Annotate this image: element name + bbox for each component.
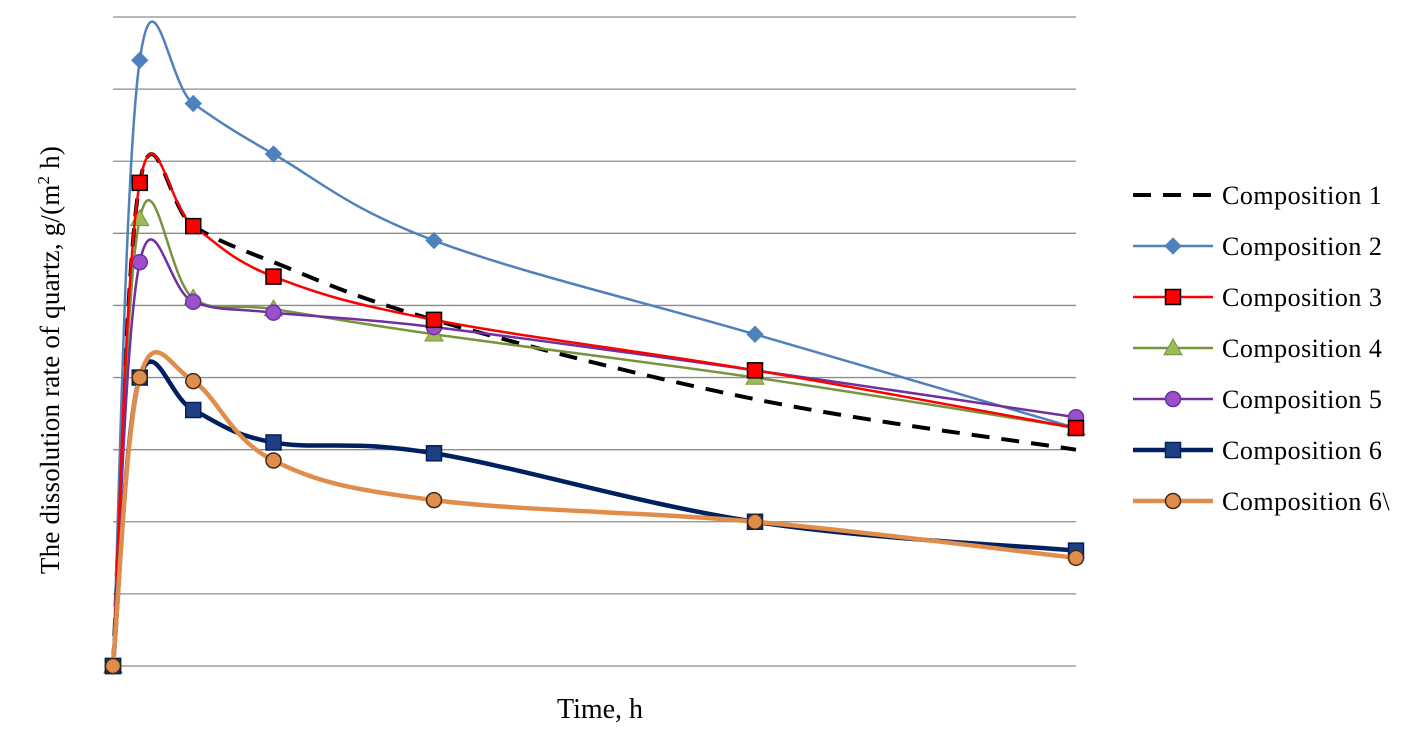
legend-label: Composition 6\ [1222, 487, 1390, 516]
data-point [1164, 288, 1182, 306]
data-point [1164, 237, 1182, 255]
data-point [265, 304, 282, 321]
data-point [185, 401, 202, 419]
series-line [111, 152, 1077, 667]
legend-item: Composition 6\ [1133, 487, 1390, 516]
data-point [131, 253, 148, 271]
data-point [1164, 441, 1182, 459]
series-line [110, 350, 1077, 667]
series-layer [103, 20, 1086, 675]
data-point [185, 293, 202, 311]
series-1 [111, 152, 1077, 667]
legend: Composition 1 Composition 2 Composition 3 C… [1133, 181, 1390, 516]
data-point [425, 311, 443, 329]
data-point [185, 217, 202, 235]
data-point [264, 145, 283, 163]
legend-label: Composition 3 [1222, 283, 1382, 312]
legend-label: Composition 1 [1222, 181, 1382, 210]
legend-label: Composition 5 [1222, 385, 1382, 414]
y-axis-label: The dissolution rate of quartz, g/(m2 h) [34, 145, 65, 575]
legend-item: Composition 3 [1133, 283, 1382, 312]
data-point [185, 372, 202, 390]
data-point [425, 491, 443, 509]
series-6 [104, 359, 1085, 675]
data-point [265, 452, 282, 469]
data-point [1163, 337, 1183, 356]
data-point [265, 434, 282, 451]
data-point [1067, 549, 1085, 567]
legend-label: Composition 6 [1222, 436, 1382, 465]
data-point [184, 94, 202, 113]
data-point [265, 268, 282, 285]
series-line [111, 20, 1077, 667]
data-point [104, 657, 122, 675]
series-5 [104, 238, 1085, 675]
legend-item: Composition 1 [1133, 181, 1382, 210]
data-point [746, 513, 764, 531]
data-point [425, 231, 443, 250]
data-point [131, 369, 148, 386]
x-axis-label: Time, h [556, 694, 644, 725]
data-point [1067, 419, 1085, 437]
legend-label: Composition 2 [1222, 232, 1382, 261]
data-point [131, 174, 148, 192]
legend-label: Composition 4 [1222, 334, 1382, 363]
gridlines [113, 16, 1076, 667]
data-point [746, 325, 764, 343]
data-point [131, 51, 149, 69]
series-7 [104, 350, 1085, 675]
legend-item: Composition 4 [1133, 334, 1382, 363]
data-point [1164, 390, 1182, 408]
legend-item: Composition 2 [1133, 232, 1382, 261]
data-point [1164, 492, 1182, 510]
legend-item: Composition 5 [1133, 385, 1382, 414]
series-3 [104, 152, 1085, 675]
data-point [746, 362, 764, 379]
legend-item: Composition 6 [1133, 436, 1382, 465]
data-point [425, 445, 443, 462]
series-line [111, 152, 1077, 667]
